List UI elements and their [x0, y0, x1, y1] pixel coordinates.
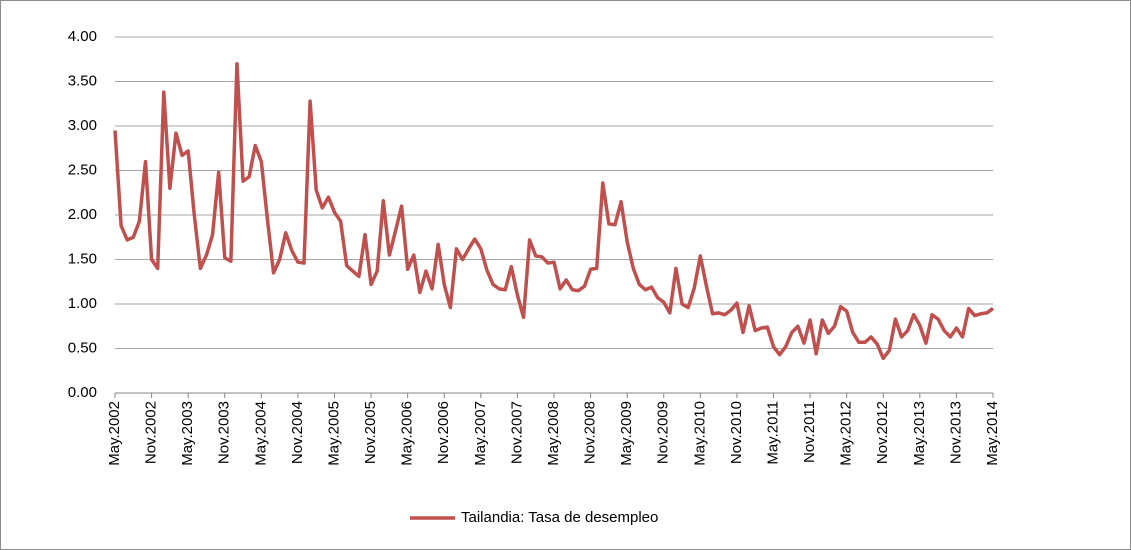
x-tick-label: Nov.2004 [289, 401, 306, 464]
x-tick-label: May.2009 [618, 401, 635, 466]
x-tick-label: Nov.2002 [143, 401, 160, 464]
x-tick-label: May.2004 [252, 401, 269, 466]
x-tick-label: Nov.2012 [874, 401, 891, 464]
y-tick-label: 3.50 [68, 72, 97, 89]
x-tick-label: May.2002 [106, 401, 123, 466]
x-tick-label: Nov.2013 [947, 401, 964, 464]
x-tick-label: May.2014 [984, 401, 1001, 466]
x-tick-label: May.2008 [545, 401, 562, 466]
x-tick-label: Nov.2008 [582, 401, 599, 464]
x-tick-label: May.2003 [179, 401, 196, 466]
x-tick-label: Nov.2010 [728, 401, 745, 464]
y-tick-label: 0.50 [68, 339, 97, 356]
y-tick-label: 0.00 [68, 384, 97, 401]
x-tick-label: May.2005 [325, 401, 342, 466]
x-tick-label: Nov.2009 [655, 401, 672, 464]
x-tick-label: Nov.2003 [216, 401, 233, 464]
x-tick-label: Nov.2006 [435, 401, 452, 464]
x-tick-label: May.2012 [838, 401, 855, 466]
legend-label: Tailandia: Tasa de desempleo [461, 509, 658, 526]
x-tick-label: May.2006 [399, 401, 416, 466]
x-tick-label: Nov.2011 [801, 401, 818, 463]
y-tick-label: 4.00 [68, 28, 97, 45]
y-tick-label: 3.00 [68, 117, 97, 134]
y-tick-label: 1.50 [68, 250, 97, 267]
y-tick-label: 2.00 [68, 206, 97, 223]
data-line [113, 61, 995, 361]
x-tick-label: May.2007 [472, 401, 489, 466]
x-tick-label: Nov.2007 [508, 401, 525, 464]
x-tick-label: May.2013 [911, 401, 928, 466]
y-tick-label: 2.50 [68, 161, 97, 178]
x-tick-label: May.2011 [764, 401, 781, 465]
x-tick-label: May.2010 [691, 401, 708, 466]
x-tick-label: Nov.2005 [362, 401, 379, 464]
y-tick-label: 1.00 [68, 295, 97, 312]
